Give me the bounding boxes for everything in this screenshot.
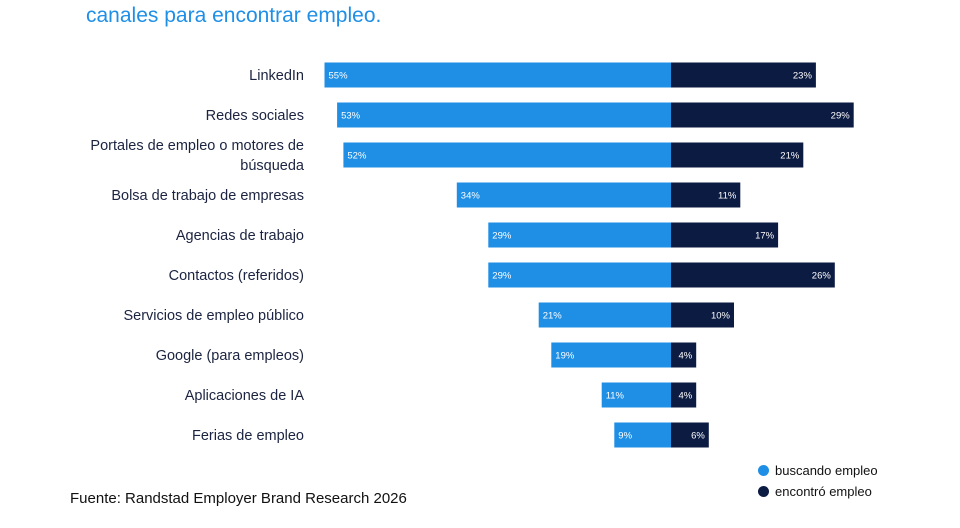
category-label: Bolsa de trabajo de empresas [111, 188, 304, 204]
data-label-searching: 53% [341, 111, 361, 122]
bar-found [671, 102, 854, 128]
legend-label-found: encontró empleo [775, 484, 872, 499]
data-label-searching: 52% [347, 151, 367, 162]
category-label: búsqueda [240, 158, 305, 174]
category-label: Portales de empleo o motores de [90, 138, 304, 154]
bar-searching [538, 302, 671, 328]
data-label-found: 4% [678, 351, 692, 362]
category-label: Contactos (referidos) [169, 268, 304, 284]
bar-searching [601, 382, 671, 408]
bar-found [671, 182, 741, 208]
data-label-found: 26% [812, 271, 832, 282]
data-label-found: 23% [793, 71, 813, 82]
data-label-searching: 29% [492, 271, 512, 282]
bar-searching [551, 342, 671, 368]
category-label: Servicios de empleo público [123, 308, 304, 324]
category-label: Google (para empleos) [156, 348, 304, 364]
legend: buscando empleo encontró empleo [758, 460, 878, 502]
chart-title: canales para encontrar empleo. [86, 4, 382, 27]
data-label-found: 4% [678, 391, 692, 402]
bar-searching [324, 62, 671, 88]
legend-swatch-searching [758, 465, 769, 476]
data-label-found: 21% [780, 151, 800, 162]
category-label: LinkedIn [249, 68, 304, 84]
data-label-searching: 21% [543, 311, 563, 322]
category-label: Redes sociales [206, 108, 304, 124]
data-label-found: 11% [718, 191, 737, 202]
bar-found [671, 382, 697, 408]
legend-swatch-found [758, 486, 769, 497]
legend-label-searching: buscando empleo [775, 463, 878, 478]
category-label: Ferias de empleo [192, 428, 304, 444]
legend-item-found: encontró empleo [758, 481, 878, 502]
data-label-found: 10% [711, 311, 731, 322]
bar-found [671, 62, 816, 88]
bar-searching [337, 102, 671, 128]
bar-searching [488, 222, 671, 248]
data-label-found: 6% [691, 431, 705, 442]
category-label: Agencias de trabajo [176, 228, 304, 244]
legend-item-searching: buscando empleo [758, 460, 878, 481]
bar-found [671, 422, 709, 448]
bar-found [671, 262, 835, 288]
data-label-found: 17% [755, 231, 775, 242]
data-label-found: 29% [831, 111, 851, 122]
data-label-searching: 34% [461, 191, 481, 202]
data-label-searching: 29% [492, 231, 512, 242]
bar-searching [343, 142, 671, 168]
bar-found [671, 222, 779, 248]
bar-found [671, 142, 804, 168]
data-label-searching: 9% [618, 431, 632, 442]
data-label-searching: 11% [606, 391, 625, 402]
data-label-searching: 19% [555, 351, 575, 362]
bar-searching [456, 182, 671, 208]
bar-found [671, 342, 697, 368]
source-note: Fuente: Randstad Employer Brand Research… [70, 490, 407, 507]
category-label: Aplicaciones de IA [185, 388, 305, 404]
bar-searching [488, 262, 671, 288]
data-label-searching: 55% [329, 71, 349, 82]
bar-searching [614, 422, 671, 448]
bar-found [671, 302, 734, 328]
